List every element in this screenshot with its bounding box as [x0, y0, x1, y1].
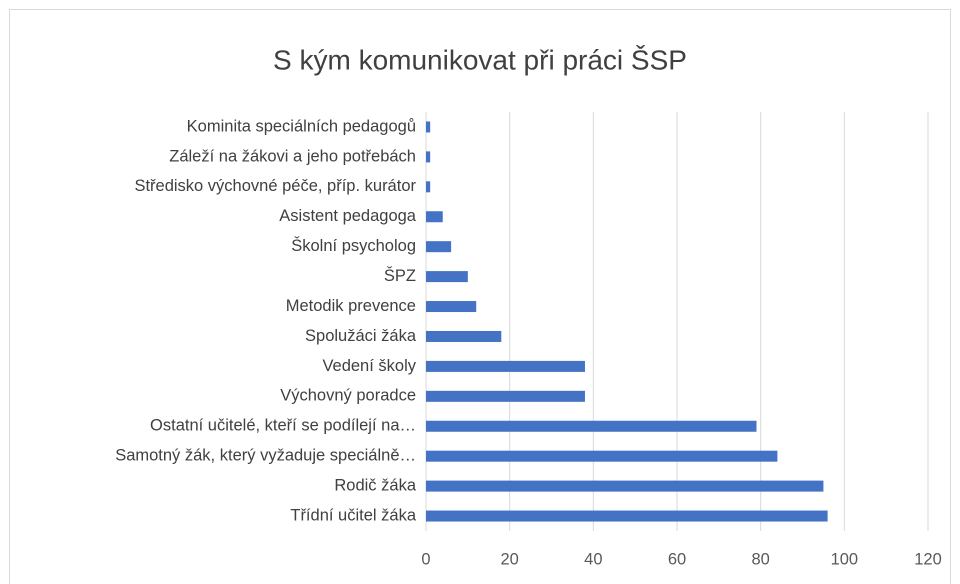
bar [426, 390, 585, 402]
bar [426, 360, 585, 372]
bar [426, 450, 778, 462]
x-tick-label: 80 [751, 550, 769, 568]
y-tick-label: Třídní učitel žáka [290, 506, 416, 524]
y-tick-label: Výchovný poradce [280, 387, 416, 405]
chart-title: S kým komunikovat při práci ŠSP [273, 44, 687, 75]
x-tick-label: 20 [500, 550, 518, 568]
y-tick-label: Ostatní učitelé, kteří se podílejí na… [150, 417, 416, 435]
bar [426, 121, 431, 133]
x-tick-label: 40 [584, 550, 602, 568]
x-tick-label: 60 [668, 550, 686, 568]
y-tick-label: Školní psycholog [291, 236, 416, 255]
x-tick-label: 100 [831, 550, 859, 568]
y-tick-label: Spolužáci žáka [305, 327, 417, 345]
bar [426, 181, 431, 193]
y-tick-label: Samotný žák, který vyžaduje speciálně… [115, 447, 416, 465]
bar [426, 420, 757, 432]
y-tick-label: Vedení školy [322, 357, 416, 375]
bar [426, 480, 824, 492]
y-tick-label: Metodik prevence [286, 297, 416, 315]
y-tick-label: Kominita speciálních pedagogů [187, 117, 416, 135]
y-tick-label: Středisko výchovné péče, příp. kurátor [134, 177, 416, 195]
chart-border [9, 9, 951, 584]
bar [426, 301, 477, 313]
bar [426, 271, 468, 283]
bar [426, 330, 502, 342]
y-tick-label: Asistent pedagoga [279, 207, 417, 225]
bar [426, 510, 828, 522]
bar [426, 241, 452, 253]
y-tick-label: ŠPZ [384, 266, 416, 285]
x-tick-label: 0 [421, 550, 430, 568]
bar [426, 211, 443, 223]
x-tick-label: 120 [914, 550, 942, 568]
bar [426, 151, 431, 163]
y-tick-label: Záleží na žákovi a jeho potřebách [169, 147, 416, 165]
y-tick-label: Rodič žáka [334, 476, 416, 494]
